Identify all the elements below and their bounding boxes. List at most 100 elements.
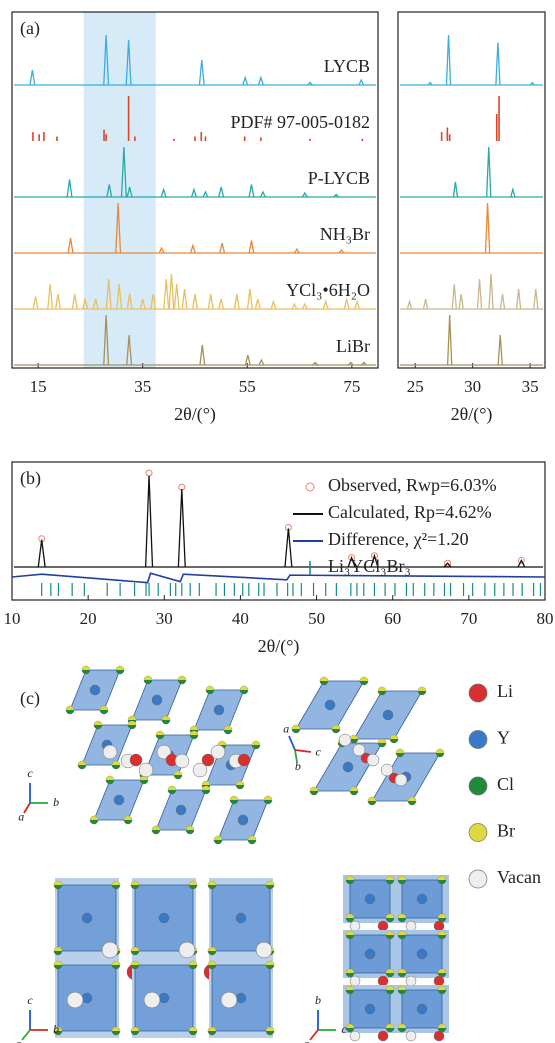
atom (90, 685, 100, 695)
peak (169, 274, 174, 309)
x-tick-label: 50 (308, 609, 325, 628)
peak (355, 302, 360, 310)
atom-half (168, 786, 176, 790)
atom (179, 942, 195, 958)
peak (243, 78, 248, 86)
atom (130, 754, 142, 766)
axis-label: c (27, 993, 33, 1007)
axis-arrow (289, 736, 295, 750)
peak (219, 187, 224, 197)
peak (292, 304, 297, 309)
atom (378, 921, 388, 931)
atom (365, 949, 375, 959)
atom-half (240, 686, 248, 690)
atom (211, 745, 225, 759)
peak (477, 279, 481, 309)
peak (259, 360, 264, 365)
atom (434, 921, 444, 931)
x-tick-label: 35 (522, 377, 539, 396)
atom (350, 1031, 360, 1041)
atom (350, 976, 360, 986)
atom-half (252, 741, 260, 745)
axis-label: b (53, 795, 59, 809)
atom-half (178, 676, 186, 680)
legend-label: Br (497, 821, 515, 841)
atom-half (218, 741, 226, 745)
atom (103, 745, 117, 759)
peak (192, 190, 197, 198)
atom-half (378, 739, 386, 743)
peak (33, 297, 38, 310)
x-tick-label: 75 (343, 377, 360, 396)
peak (255, 299, 260, 309)
peak (534, 289, 538, 309)
peak (219, 299, 224, 309)
atom (367, 754, 379, 766)
legend-label: Cl (497, 774, 514, 794)
calculated-peak (146, 476, 153, 567)
peak (500, 294, 504, 309)
x-tick-label: 35 (134, 377, 151, 396)
series-label: P-LYCB (308, 168, 370, 188)
atom (365, 894, 375, 904)
atom (417, 1004, 427, 1014)
peak (517, 289, 521, 309)
observed-point (146, 470, 152, 476)
atom (343, 762, 353, 772)
peak (498, 335, 502, 365)
panel-label: (b) (20, 468, 41, 489)
peak (323, 302, 328, 310)
peak (203, 192, 208, 197)
atom (214, 705, 224, 715)
atom-half (116, 666, 124, 670)
atom-half (320, 677, 328, 681)
atom-half (360, 677, 368, 681)
x-tick-label: 25 (407, 377, 424, 396)
x-tick-label: 30 (156, 609, 173, 628)
peak (486, 203, 490, 253)
peak (68, 238, 73, 253)
legend-label: Observed, Rwp=6.03% (328, 475, 497, 495)
atom (406, 921, 416, 931)
peak (487, 147, 491, 197)
x-tick-label: 60 (384, 609, 401, 628)
legend-atom (469, 731, 487, 749)
atom-half (106, 776, 114, 780)
peak (56, 294, 61, 309)
legend-atom (469, 870, 487, 888)
peak (271, 302, 276, 310)
atom (159, 993, 169, 1003)
peak (407, 302, 411, 310)
axis-arrow (24, 803, 30, 813)
atom-half (436, 749, 444, 753)
atom (350, 921, 360, 931)
peak (191, 246, 196, 254)
calculated-peak (38, 540, 45, 567)
legend-atom (469, 684, 487, 702)
figure: 153555752θ/(°)(a)LYCBPDF# 97-005-0182P-L… (0, 0, 555, 1043)
peak (220, 243, 225, 253)
peak (199, 60, 204, 85)
peak (496, 43, 500, 86)
calculated-peak (285, 528, 292, 567)
atom (383, 710, 393, 720)
atom (378, 976, 388, 986)
x-axis-title: 2θ/(°) (174, 404, 216, 425)
peak (30, 70, 35, 85)
series-label: NH₃Br (320, 224, 370, 244)
peak (193, 294, 198, 309)
atom (175, 754, 189, 768)
legend-label: Vacan (497, 867, 541, 887)
atom-half (94, 721, 102, 725)
difference-line (12, 573, 545, 582)
body: 153555752θ/(°)(a)LYCBPDF# 97-005-0182P-L… (0, 0, 555, 1043)
peak (489, 274, 493, 309)
atom (378, 1031, 388, 1041)
axis-label: b (315, 993, 321, 1007)
peak (72, 294, 77, 309)
axis-arrow (310, 1030, 318, 1040)
axis-label: a (303, 1036, 309, 1043)
axis-arrow (22, 1030, 30, 1040)
peak (261, 192, 266, 197)
axis-arrow (295, 750, 311, 752)
